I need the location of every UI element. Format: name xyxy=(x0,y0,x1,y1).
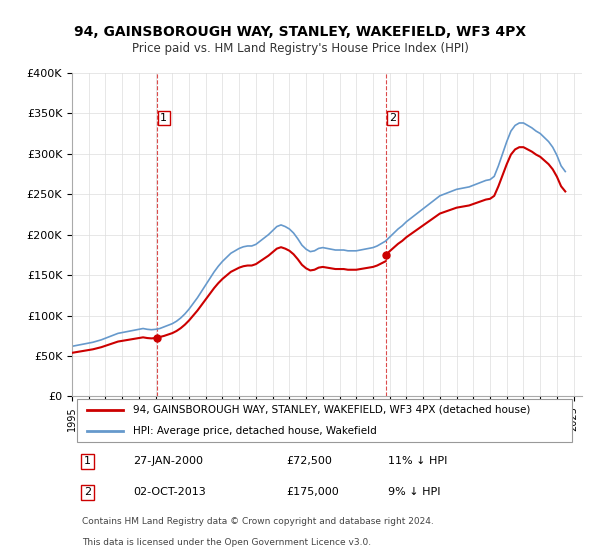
Text: 02-OCT-2013: 02-OCT-2013 xyxy=(133,487,206,497)
Text: £175,000: £175,000 xyxy=(286,487,339,497)
Text: Contains HM Land Registry data © Crown copyright and database right 2024.: Contains HM Land Registry data © Crown c… xyxy=(82,517,434,526)
FancyBboxPatch shape xyxy=(77,399,572,442)
Text: 94, GAINSBOROUGH WAY, STANLEY, WAKEFIELD, WF3 4PX (detached house): 94, GAINSBOROUGH WAY, STANLEY, WAKEFIELD… xyxy=(133,405,530,415)
Text: 1: 1 xyxy=(160,113,167,123)
Text: 94, GAINSBOROUGH WAY, STANLEY, WAKEFIELD, WF3 4PX: 94, GAINSBOROUGH WAY, STANLEY, WAKEFIELD… xyxy=(74,25,526,39)
Text: 1: 1 xyxy=(84,456,91,466)
Text: 2: 2 xyxy=(389,113,396,123)
Text: HPI: Average price, detached house, Wakefield: HPI: Average price, detached house, Wake… xyxy=(133,426,377,436)
Text: This data is licensed under the Open Government Licence v3.0.: This data is licensed under the Open Gov… xyxy=(82,538,371,547)
Text: Price paid vs. HM Land Registry's House Price Index (HPI): Price paid vs. HM Land Registry's House … xyxy=(131,42,469,55)
Text: 27-JAN-2000: 27-JAN-2000 xyxy=(133,456,203,466)
Text: 11% ↓ HPI: 11% ↓ HPI xyxy=(388,456,448,466)
Text: 2: 2 xyxy=(84,487,91,497)
Text: £72,500: £72,500 xyxy=(286,456,332,466)
Text: 9% ↓ HPI: 9% ↓ HPI xyxy=(388,487,440,497)
